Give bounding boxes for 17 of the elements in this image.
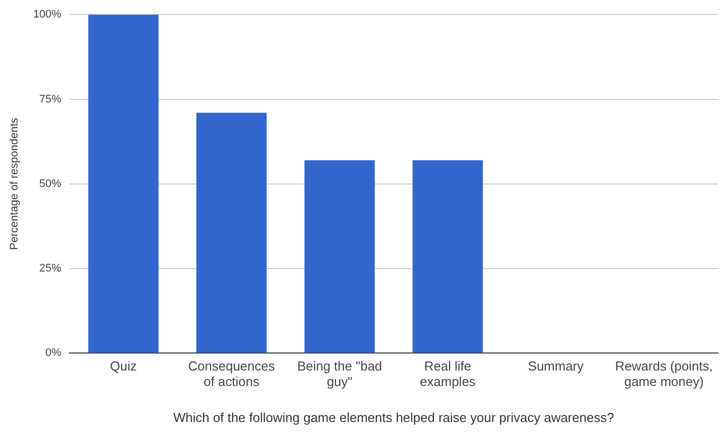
x-axis-title: Which of the following game elements helped raise your privacy awareness? [173, 410, 614, 425]
x-tick-label: Being the "bad guy" [297, 358, 382, 390]
bar [412, 160, 483, 353]
x-tick-label: Quiz [110, 358, 137, 374]
y-tick-label: 0% [45, 347, 62, 360]
y-tick-label: 75% [39, 93, 62, 106]
y-tick-label: 25% [39, 262, 62, 275]
y-tick-label: 50% [39, 178, 62, 190]
bar [88, 14, 159, 353]
bar [196, 112, 267, 353]
y-axis-title: Percentage of respondents [8, 117, 21, 250]
x-tick-label: Consequences of actions [188, 358, 276, 390]
y-tick-label: 100% [33, 8, 62, 21]
x-tick-label: Real life examples [420, 358, 476, 390]
x-tick-label: Summary [528, 358, 584, 374]
bar [304, 160, 375, 353]
x-tick-label: Rewards (points, game money) [615, 358, 713, 390]
